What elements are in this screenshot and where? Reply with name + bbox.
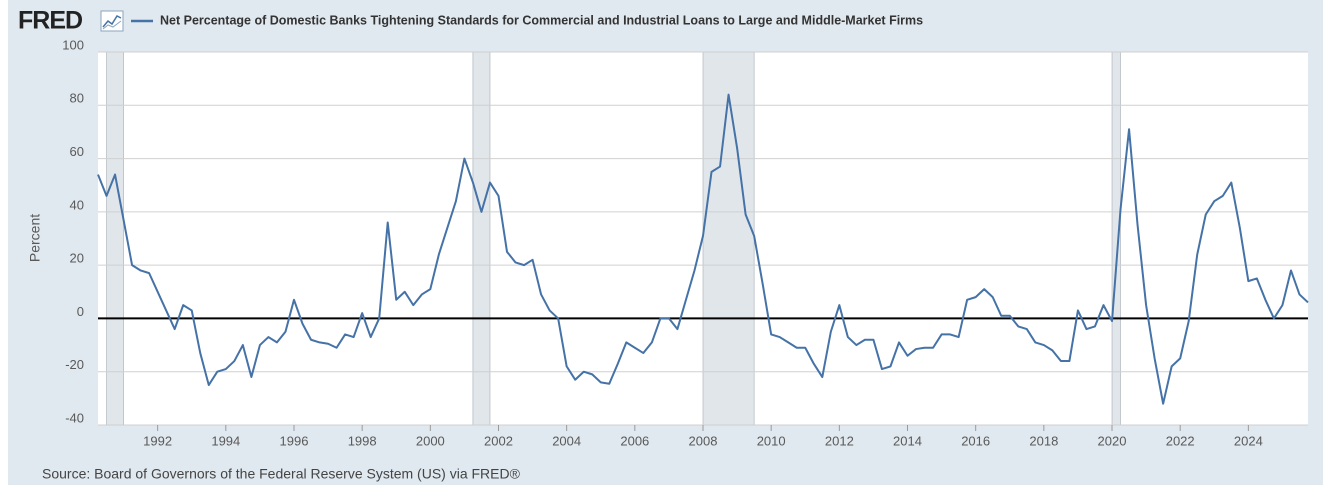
x-tick-label: 2024: [1234, 433, 1263, 448]
recession-shade: [472, 51, 491, 426]
y-tick-label: 100: [62, 37, 84, 52]
x-tick-label: 1992: [143, 433, 172, 448]
x-tick-label: 2012: [825, 433, 854, 448]
x-tick-label: 2004: [552, 433, 581, 448]
x-tick-label: 2018: [1029, 433, 1058, 448]
x-tick-label: 2006: [620, 433, 649, 448]
x-tick-label: 2020: [1098, 433, 1127, 448]
logo-icon: [100, 10, 124, 32]
y-tick-label: -20: [65, 357, 84, 372]
y-axis-label: Percent: [27, 214, 43, 262]
recession-shade: [702, 51, 755, 426]
y-tick-label: 40: [70, 197, 84, 212]
y-tick-label: 80: [70, 91, 84, 106]
x-tick-label: 1996: [280, 433, 309, 448]
legend-label: Net Percentage of Domestic Banks Tighten…: [160, 13, 923, 27]
x-tick-label: 2008: [689, 433, 718, 448]
y-tick-label: 60: [70, 144, 84, 159]
x-tick-label: 1998: [348, 433, 377, 448]
x-tick-label: 2016: [961, 433, 990, 448]
series-line: [97, 93, 1309, 405]
x-tick-label: 2014: [893, 433, 922, 448]
x-tick-label: 2002: [484, 433, 513, 448]
source: Source: Board of Governors of the Federa…: [42, 466, 521, 482]
recession-shade: [106, 51, 124, 426]
y-tick-label: -40: [65, 410, 84, 425]
x-tick-label: 1994: [211, 433, 240, 448]
x-tick-label: 2000: [416, 433, 445, 448]
y-tick-label: 0: [77, 304, 84, 319]
x-tick-label: 2022: [1166, 433, 1195, 448]
logo: FRED: [18, 7, 82, 35]
x-tick-label: 2010: [757, 433, 786, 448]
y-tick-label: 20: [70, 251, 84, 266]
